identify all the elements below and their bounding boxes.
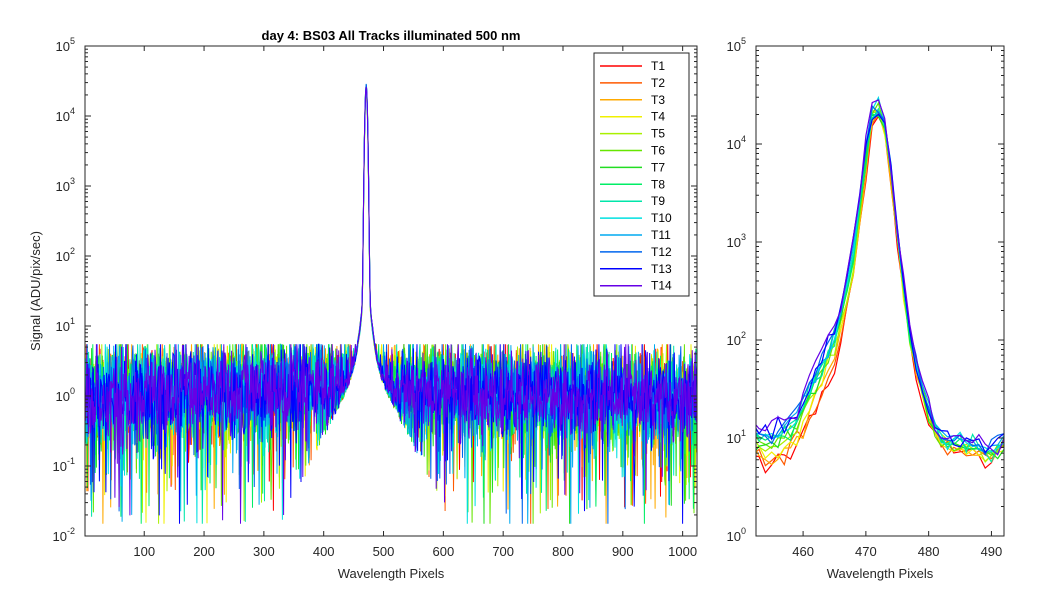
legend-label-T6: T6: [651, 144, 665, 158]
legend-box: [593, 52, 690, 297]
main-plot: day 4: BS03 All Tracks illuminated 500 n…: [28, 28, 698, 581]
main-plot-box: [84, 45, 698, 537]
main-x-tick-label: 200: [193, 544, 215, 559]
legend-label-T11: T11: [651, 228, 671, 242]
zoom-series-line-T14: [756, 99, 1004, 456]
legend-entries: T1 T2 T3 T4 T5 T6 T7 T8 T9 T10 T11 T12 T13 T14: [600, 59, 672, 293]
main-x-tick-label: 100: [133, 544, 155, 559]
legend-label-T8: T8: [651, 177, 665, 191]
zoom-series-line-T9: [756, 107, 1004, 464]
main-x-tick-label: 700: [492, 544, 514, 559]
legend-label-T12: T12: [651, 245, 672, 259]
legend-label-T10: T10: [651, 211, 672, 225]
legend-label-T3: T3: [651, 93, 665, 107]
zoom-series-line-T13: [756, 113, 1004, 454]
zoom-series-lines: [756, 95, 1004, 474]
legend-label-T5: T5: [651, 127, 665, 141]
legend-label-T7: T7: [651, 160, 665, 174]
main-x-tick-label: 300: [253, 544, 275, 559]
main-y-axis-label: Signal (ADU/pix/sec): [28, 231, 43, 351]
main-x-axis-label: Wavelength Pixels: [338, 566, 445, 581]
zoom-x-axis-label: Wavelength Pixels: [827, 566, 934, 581]
legend-label-T9: T9: [651, 194, 665, 208]
zoom-plot-box: [755, 45, 1005, 537]
zoom-x-tick-label: 490: [981, 544, 1003, 559]
legend-label-T13: T13: [651, 262, 672, 276]
main-x-tick-label: 400: [313, 544, 335, 559]
main-series-line-T14: [84, 86, 698, 524]
zoom-x-tick-label: 460: [792, 544, 814, 559]
legend-label-T1: T1: [651, 59, 665, 73]
main-x-tick-label: 1000: [668, 544, 697, 559]
main-x-tick-label: 800: [552, 544, 574, 559]
chart-title: day 4: BS03 All Tracks illuminated 500 n…: [262, 28, 521, 43]
zoom-x-tick-label: 480: [918, 544, 940, 559]
legend-label-T14: T14: [651, 279, 672, 293]
legend: T1 T2 T3 T4 T5 T6 T7 T8 T9 T10 T11 T12 T13 T14: [593, 52, 690, 297]
main-x-tick-label: 600: [432, 544, 454, 559]
legend-label-T2: T2: [651, 76, 665, 90]
main-x-tick-label: 500: [373, 544, 395, 559]
main-x-tick-label: 900: [612, 544, 634, 559]
zoom-x-tick-label: 470: [855, 544, 877, 559]
legend-label-T4: T4: [651, 110, 665, 124]
main-series-lines: [84, 83, 698, 524]
